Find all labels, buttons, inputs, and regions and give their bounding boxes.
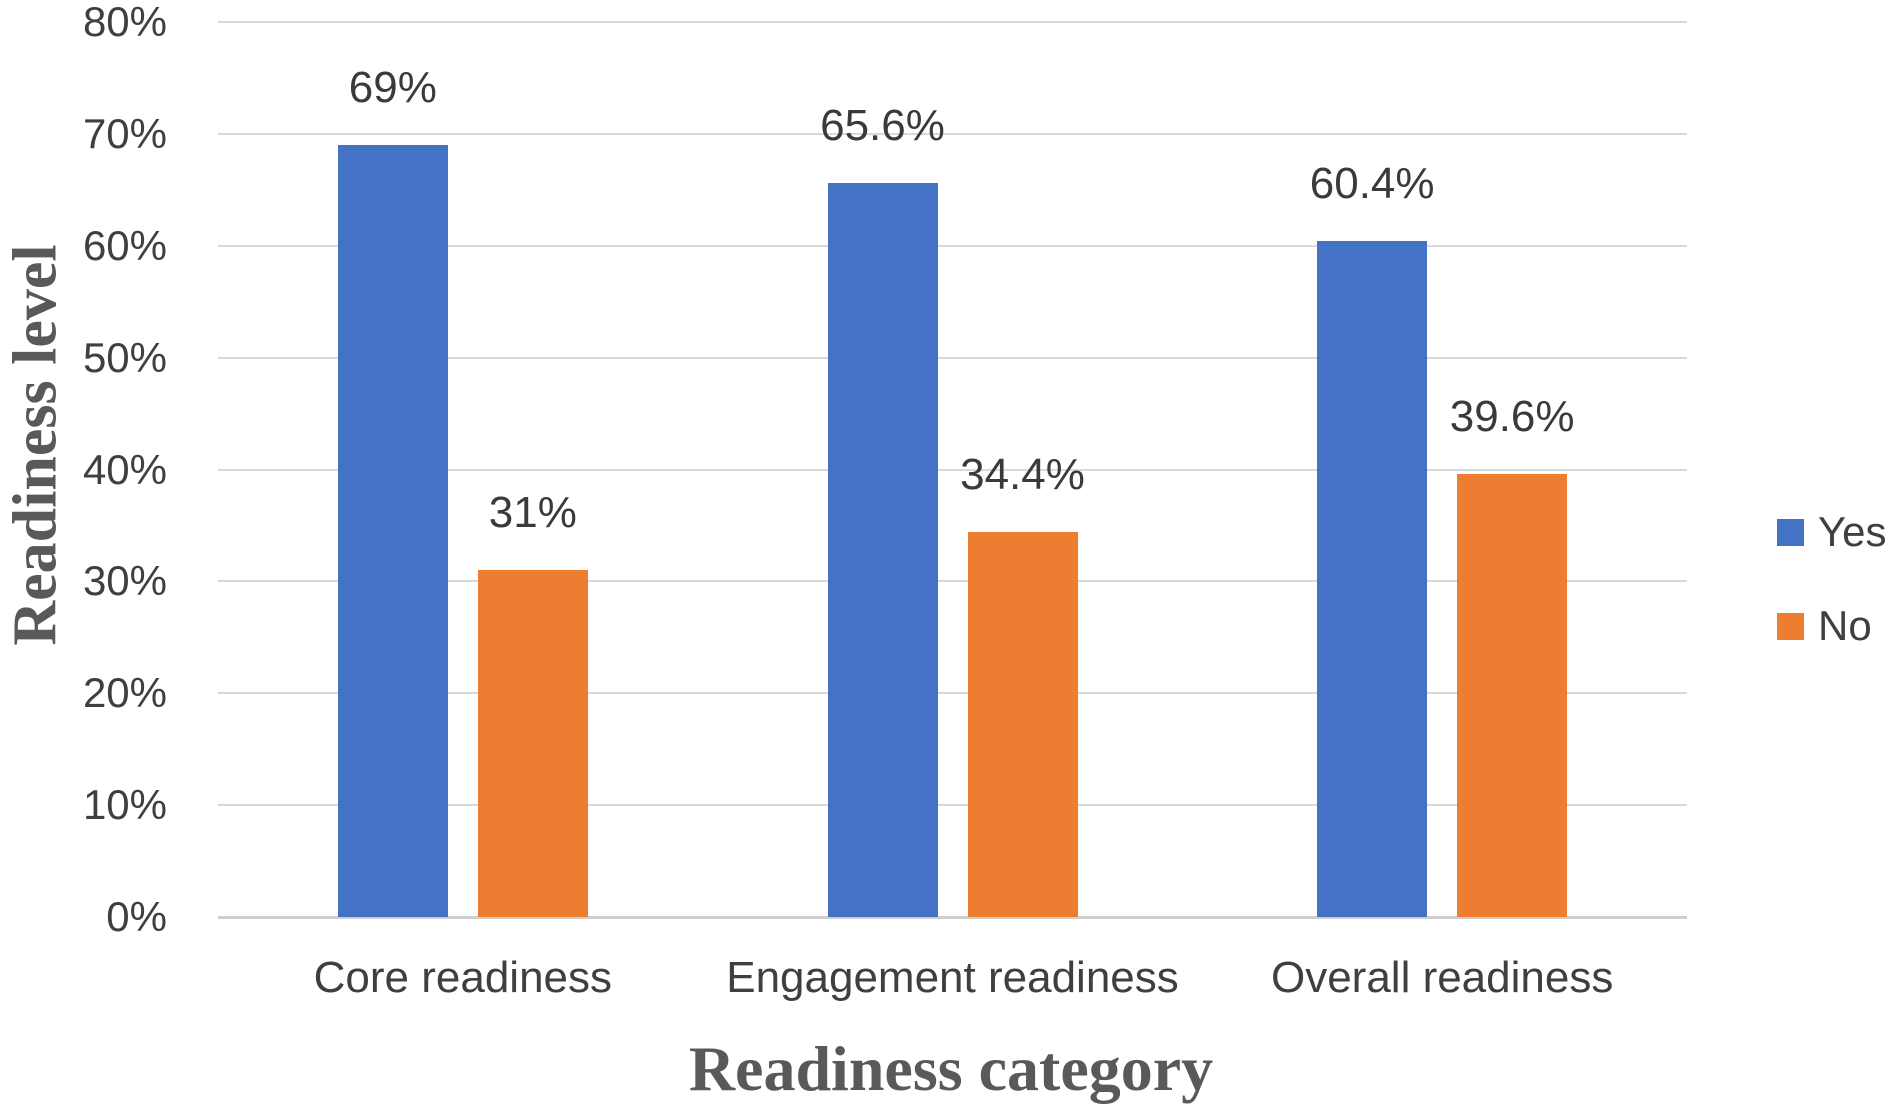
gridline-40 bbox=[218, 468, 1687, 471]
gridline-20 bbox=[218, 692, 1687, 695]
bar-no-engagement-readiness bbox=[967, 532, 1078, 917]
bar-yes-overall-readiness bbox=[1317, 241, 1428, 917]
y-tick-label-30: 30% bbox=[82, 557, 167, 605]
data-label-yes-overall-readiness: 60.4% bbox=[1309, 159, 1435, 209]
x-category-label-core-readiness: Core readiness bbox=[313, 953, 613, 1002]
legend-label-no: No bbox=[1818, 602, 1872, 649]
y-tick-label-80: 80% bbox=[82, 0, 167, 45]
data-label-no-overall-readiness: 39.6% bbox=[1449, 391, 1575, 441]
y-tick-label-10: 10% bbox=[82, 781, 167, 829]
gridline-10 bbox=[218, 804, 1687, 807]
y-tick-label-70: 70% bbox=[82, 109, 167, 157]
y-tick-label-40: 40% bbox=[82, 445, 167, 493]
gridline-30 bbox=[218, 580, 1687, 583]
y-tick-label-60: 60% bbox=[82, 221, 167, 269]
bar-no-core-readiness bbox=[477, 570, 588, 917]
y-tick-label-20: 20% bbox=[82, 669, 167, 717]
legend-swatch-no bbox=[1777, 612, 1804, 640]
x-axis-title: Readiness category bbox=[688, 1033, 1214, 1104]
bar-yes-core-readiness bbox=[337, 145, 448, 917]
legend-label-yes: Yes bbox=[1818, 508, 1887, 555]
x-category-label-overall-readiness: Overall readiness bbox=[1270, 953, 1614, 1002]
legend-item-yes: Yes bbox=[1777, 508, 1887, 556]
x-category-label-engagement-readiness: Engagement readiness bbox=[726, 953, 1179, 1002]
bar-no-overall-readiness bbox=[1457, 473, 1568, 917]
x-axis-line bbox=[218, 916, 1687, 919]
data-label-no-engagement-readiness: 34.4% bbox=[960, 450, 1085, 500]
data-label-yes-core-readiness: 69% bbox=[348, 63, 437, 113]
y-tick-label-0: 0% bbox=[106, 893, 167, 940]
gridline-70 bbox=[218, 132, 1687, 135]
data-label-no-core-readiness: 31% bbox=[488, 488, 577, 538]
gridline-80 bbox=[218, 21, 1687, 23]
legend-item-no: No bbox=[1777, 602, 1872, 650]
bar-yes-engagement-readiness bbox=[827, 183, 938, 917]
gridline-50 bbox=[218, 356, 1687, 359]
y-tick-label-50: 50% bbox=[82, 333, 167, 381]
data-label-yes-engagement-readiness: 65.6% bbox=[820, 101, 945, 151]
legend-swatch-yes bbox=[1777, 518, 1804, 546]
gridline-60 bbox=[218, 244, 1687, 247]
